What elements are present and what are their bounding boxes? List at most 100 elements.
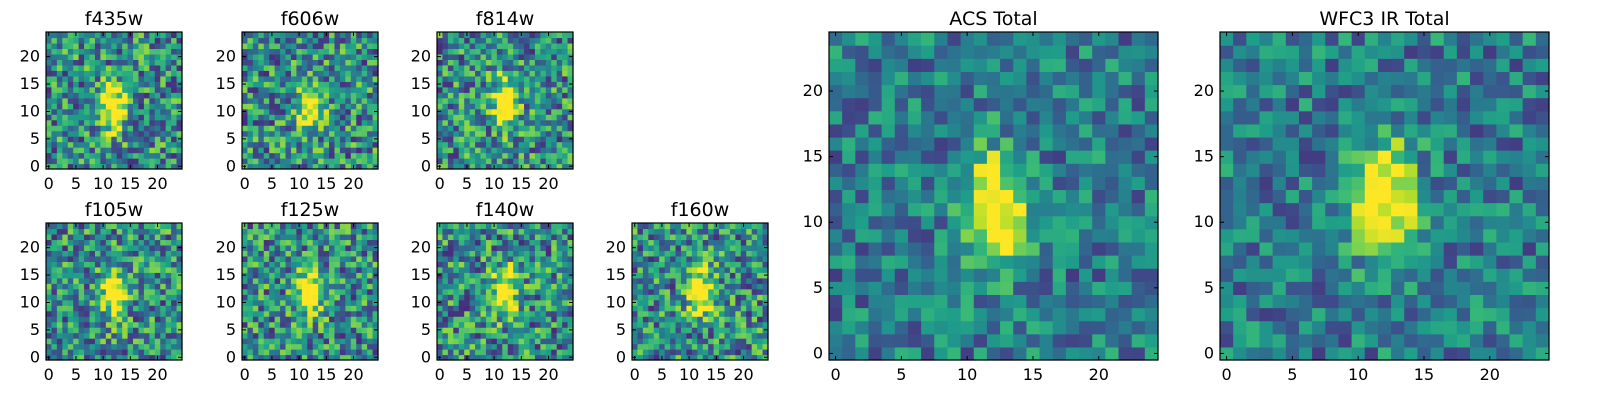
pixel-cell	[154, 75, 161, 82]
pixel-cell	[94, 32, 101, 39]
pixel-cell	[829, 255, 843, 269]
pixel-cell	[496, 299, 503, 306]
pixel-cell	[675, 343, 682, 350]
pixel-cell	[111, 321, 118, 328]
pixel-cell	[62, 321, 69, 328]
pixel-cell	[464, 42, 471, 50]
pixel-cell	[534, 327, 541, 334]
pixel-cell	[361, 299, 368, 306]
pixel-cell	[62, 299, 69, 306]
pixel-cell	[116, 343, 123, 350]
pixel-cell	[269, 250, 276, 257]
pixel-cell	[496, 305, 503, 312]
pixel-cell	[89, 233, 96, 241]
pixel-cell	[334, 70, 341, 77]
pixel-cell	[252, 239, 259, 246]
pixel-cell	[62, 152, 69, 159]
pixel-cell	[691, 354, 698, 361]
pixel-cell	[285, 163, 292, 170]
pixel-cell	[670, 272, 677, 279]
pixel-cell	[529, 152, 536, 159]
pixel-cell	[252, 244, 259, 251]
pixel-cell	[160, 97, 167, 104]
pixel-cell	[73, 250, 80, 257]
panel-title: f105w	[85, 199, 144, 221]
pixel-cell	[1118, 176, 1133, 191]
pixel-cell	[458, 294, 465, 301]
pixel-cell	[458, 343, 465, 350]
pixel-cell	[78, 299, 85, 306]
pixel-cell	[545, 86, 552, 93]
pixel-cell	[143, 81, 150, 88]
pixel-cell	[247, 53, 254, 60]
pixel-cell	[556, 37, 563, 44]
pixel-cell	[735, 354, 742, 361]
pixel-cell	[247, 354, 254, 361]
pixel-cell	[469, 228, 476, 235]
pixel-cell	[664, 316, 671, 323]
pixel-cell	[762, 338, 769, 345]
pixel-cell	[122, 250, 129, 257]
pixel-cell	[632, 332, 639, 339]
pixel-cell	[453, 272, 460, 279]
pixel-cell	[372, 152, 379, 159]
pixel-cell	[247, 130, 254, 137]
pixel-cell	[524, 59, 531, 66]
pixel-cell	[437, 239, 444, 246]
pixel-cell	[372, 239, 379, 246]
pixel-cell	[719, 299, 726, 306]
pixel-cell	[529, 332, 536, 339]
pixel-cell	[171, 108, 178, 115]
pixel-cell	[524, 266, 531, 273]
pixel-cell	[551, 305, 558, 312]
pixel-cell	[78, 239, 85, 246]
pixel-cell	[442, 272, 449, 279]
pixel-cell	[350, 42, 357, 50]
pixel-cell	[556, 108, 563, 115]
pixel-cell	[551, 103, 558, 110]
pixel-cell	[111, 349, 118, 356]
pixel-cell	[312, 70, 319, 77]
pixel-cell	[56, 283, 63, 290]
pixel-cell	[51, 37, 58, 44]
pixel-cell	[496, 141, 503, 148]
pixel-cell	[545, 332, 552, 339]
pixel-cell	[447, 310, 454, 317]
pixel-cell	[329, 42, 336, 50]
pixel-cell	[719, 244, 726, 251]
pixel-cell	[127, 255, 134, 262]
pixel-cell	[274, 97, 281, 104]
pixel-cell	[502, 233, 509, 241]
pixel-cell	[442, 92, 449, 99]
pixel-cell	[154, 294, 161, 301]
pixel-cell	[1105, 346, 1120, 361]
pixel-cell	[1105, 176, 1120, 191]
pixel-cell	[51, 239, 58, 246]
pixel-cell	[46, 310, 53, 317]
pixel-cell	[280, 147, 287, 154]
pixel-cell	[127, 37, 134, 44]
pixel-cell	[518, 310, 525, 317]
pixel-cell	[545, 59, 552, 66]
pixel-cell	[713, 310, 720, 317]
pixel-cell	[280, 305, 287, 312]
pixel-cell	[285, 141, 292, 148]
pixel-cell	[361, 250, 368, 257]
pixel-cell	[529, 288, 536, 295]
pixel-cell	[518, 266, 525, 273]
pixel-cell	[143, 299, 150, 306]
pixel-cell	[545, 141, 552, 148]
pixel-cell	[269, 288, 276, 295]
pixel-cell	[960, 163, 975, 177]
pixel-cell	[719, 277, 726, 284]
pixel-cell	[290, 130, 297, 137]
pixel-cell	[529, 75, 536, 82]
pixel-cell	[453, 228, 460, 235]
pixel-cell	[323, 283, 330, 290]
pixel-cell	[89, 152, 96, 159]
pixel-cell	[556, 75, 563, 82]
pixel-cell	[1052, 150, 1067, 164]
pixel-cell	[78, 288, 85, 295]
pixel-cell	[89, 288, 96, 295]
pixel-cell	[447, 152, 454, 159]
